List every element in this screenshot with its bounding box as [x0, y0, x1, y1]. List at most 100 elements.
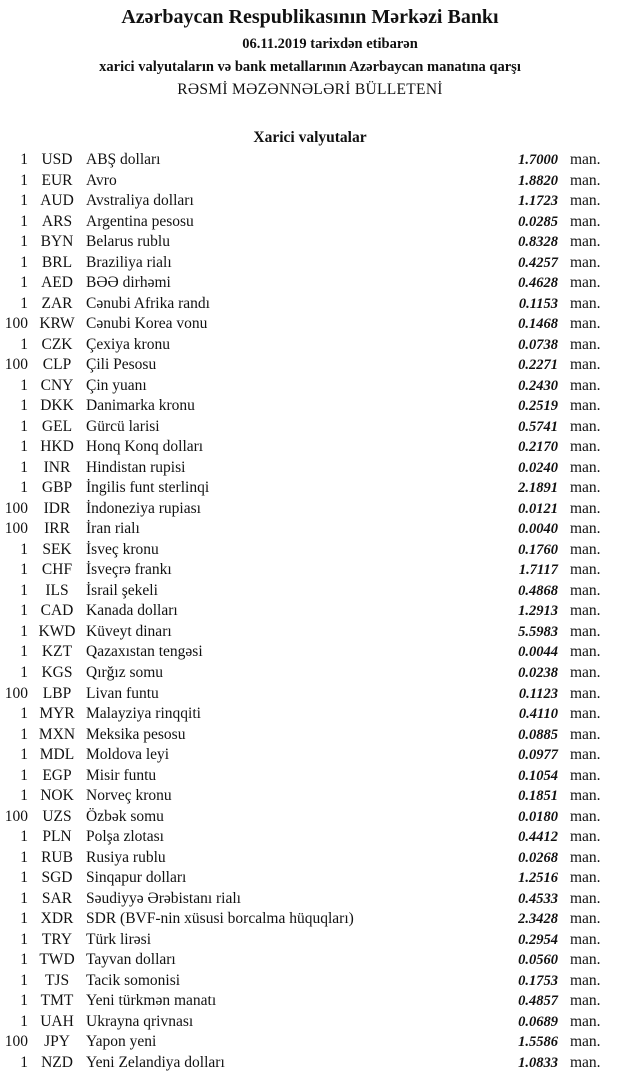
amount-cell: 1	[20, 951, 28, 969]
currency-code: SGD	[41, 869, 73, 887]
amount-cell: 100	[4, 520, 28, 538]
table-row: 1 PLN Polşa zlotası 0.4412 man.	[0, 827, 620, 847]
amount-cell: 1	[20, 848, 28, 866]
currency-code: TWD	[39, 951, 75, 969]
unit-label: man.	[570, 438, 601, 456]
amount-cell: 1	[20, 930, 28, 948]
currency-name: Avstraliya dolları	[86, 192, 194, 210]
currency-name: SDR (BVF-nin xüsusi borcalma hüquqları)	[86, 910, 354, 928]
currency-name: Cənubi Afrika randı	[86, 294, 210, 312]
rate-value: 1.8820	[518, 172, 558, 189]
rate-value: 0.2170	[518, 439, 558, 456]
table-row: 1 MYR Malayziya rinqqiti 0.4110 man.	[0, 704, 620, 724]
currency-name: Avro	[86, 171, 117, 189]
currency-name: Livan funtu	[86, 684, 159, 702]
amount-cell: 1	[20, 766, 28, 784]
currency-code: UAH	[40, 1012, 74, 1030]
rate-value: 0.0689	[518, 1013, 558, 1030]
rate-value: 0.4533	[518, 890, 558, 907]
rate-value: 0.0238	[518, 665, 558, 681]
currency-name: Yapon yeni	[86, 1033, 157, 1051]
amount-cell: 1	[20, 910, 28, 928]
currency-name: İsrail şekeli	[86, 581, 158, 599]
amount-cell: 1	[20, 664, 28, 681]
rate-value: 1.2913	[518, 603, 558, 620]
unit-label: man.	[570, 643, 601, 661]
rate-value: 0.0040	[518, 521, 558, 538]
currency-name: Türk lirəsi	[86, 930, 151, 948]
table-row: 1 TMT Yeni türkmən manatı 0.4857 man.	[0, 991, 620, 1011]
currency-code: IRR	[44, 520, 70, 538]
currency-name: Gürcü larisi	[86, 417, 160, 435]
currency-name: Ukrayna qrivnası	[86, 1012, 194, 1030]
unit-label: man.	[570, 992, 601, 1010]
rate-value: 0.0121	[518, 500, 558, 517]
unit-label: man.	[570, 807, 601, 825]
currency-name: Braziliya rialı	[86, 253, 172, 271]
unit-label: man.	[570, 910, 601, 928]
currency-code: AED	[41, 274, 73, 292]
amount-cell: 1	[20, 622, 28, 640]
currency-name: Norveç kronu	[86, 787, 172, 805]
unit-label: man.	[570, 274, 601, 292]
table-row: 1 TWD Tayvan dolları 0.0560 man.	[0, 950, 620, 970]
rate-value: 1.7117	[518, 562, 558, 579]
rate-value: 0.2271	[518, 357, 558, 374]
amount-cell: 100	[4, 499, 28, 517]
amount-cell: 1	[20, 171, 28, 189]
unit-label: man.	[570, 397, 601, 415]
table-row: 1 KWD Küveyt dinarı 5.5983 man.	[0, 622, 620, 642]
currency-name: İngilis funt sterlinqi	[86, 479, 210, 497]
rate-value: 0.1468	[518, 316, 558, 333]
unit-label: man.	[570, 499, 601, 517]
unit-label: man.	[570, 581, 601, 599]
rate-value: 0.0738	[518, 336, 558, 353]
table-row: 1 SEK İsveç kronu 0.1760 man.	[0, 540, 620, 560]
rate-value: 0.4412	[518, 829, 558, 846]
unit-label: man.	[570, 520, 601, 538]
currency-code: CHF	[41, 561, 73, 579]
currency-code: ILS	[45, 581, 69, 599]
currency-code: JPY	[44, 1033, 70, 1051]
date-line: 06.11.2019 tarixdən etibarən	[242, 36, 418, 52]
amount-cell: 1	[20, 992, 28, 1010]
currency-name: Hindistan rupisi	[86, 458, 186, 476]
currency-name: Honq Konq dolları	[86, 438, 204, 456]
table-row: 1 ARS Argentina pesosu 0.0285 man.	[0, 212, 620, 232]
amount-cell: 1	[20, 417, 28, 435]
table-row: 1 AUD Avstraliya dolları 1.1723 man.	[0, 191, 620, 211]
table-row: 100 UZS Özbək somu 0.0180 man.	[0, 807, 620, 827]
currency-name: İsveçrə frankı	[86, 561, 172, 579]
amount-cell: 1	[20, 828, 28, 846]
currency-code: IDR	[43, 499, 71, 517]
table-row: 1 SAR Səudiyyə Ərəbistanı rialı 0.4533 man.	[0, 889, 620, 909]
amount-cell: 1	[20, 869, 28, 887]
rate-value: 0.0285	[518, 213, 558, 230]
unit-label: man.	[570, 479, 601, 497]
currency-name: Meksika pesosu	[86, 725, 186, 743]
currency-name: Moldova leyi	[86, 746, 170, 764]
table-row: 100 IRR İran rialı 0.0040 man.	[0, 519, 620, 539]
amount-cell: 1	[20, 705, 28, 723]
unit-label: man.	[570, 869, 601, 887]
currency-code: GBP	[41, 479, 73, 497]
table-row: 1 AED BƏƏ dirhəmi 0.4628 man.	[0, 273, 620, 293]
amount-cell: 1	[20, 376, 28, 394]
currency-code: AUD	[40, 192, 74, 210]
unit-label: man.	[570, 1012, 601, 1030]
rate-value: 0.0044	[518, 644, 558, 661]
rate-value: 0.0885	[518, 726, 558, 743]
amount-cell: 1	[20, 561, 28, 579]
unit-label: man.	[570, 376, 601, 394]
currency-name: Belarus rublu	[86, 233, 170, 251]
currency-name: ABŞ dolları	[86, 151, 161, 168]
currency-code: CLP	[42, 356, 72, 374]
table-row: 1 CAD Kanada dolları 1.2913 man.	[0, 601, 620, 621]
unit-label: man.	[570, 151, 601, 168]
page-title: Azərbaycan Respublikasının Mərkəzi Bankı	[121, 6, 499, 28]
table-row: 1 EGP Misir funtu 0.1054 man.	[0, 766, 620, 786]
currency-code: DKK	[40, 397, 74, 415]
amount-cell: 1	[20, 192, 28, 210]
unit-label: man.	[570, 1053, 601, 1071]
table-row: 1 KZT Qazaxıstan tengəsi 0.0044 man.	[0, 642, 620, 662]
